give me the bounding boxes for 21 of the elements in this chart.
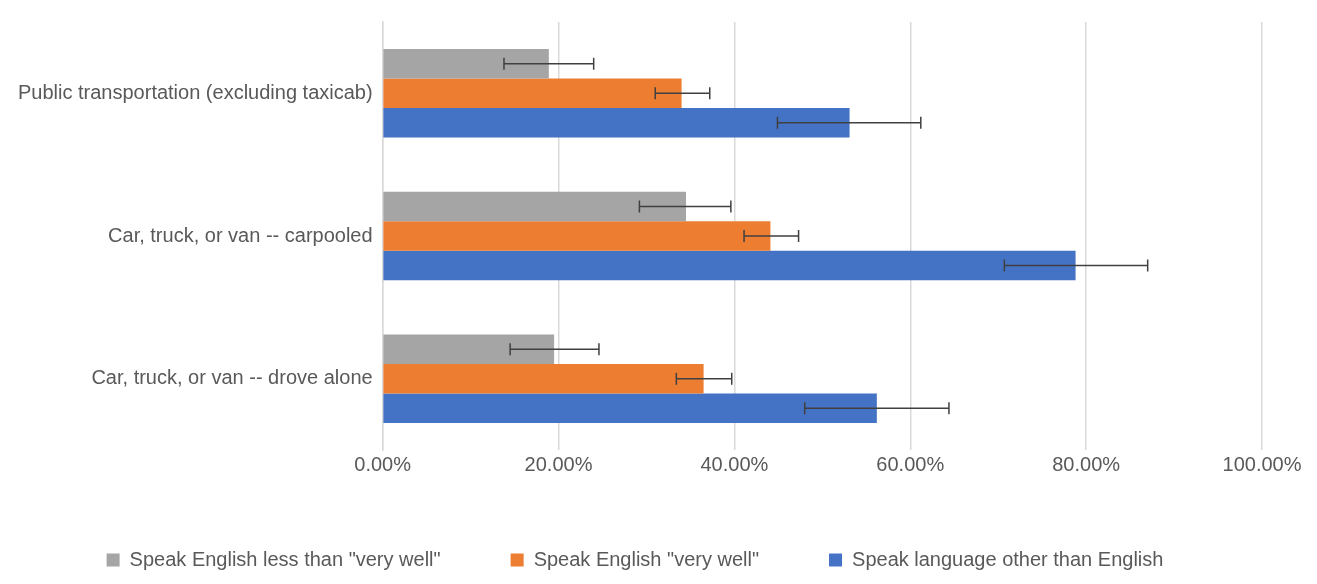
x-tick-label: 100.00%	[1222, 452, 1302, 475]
bar	[383, 78, 682, 109]
bar	[383, 393, 877, 423]
bar	[383, 334, 555, 364]
bar	[383, 108, 850, 138]
legend-label: Speak language other than English	[852, 547, 1164, 570]
bar	[383, 250, 1076, 281]
x-tick-label: 40.00%	[700, 452, 769, 475]
y-tick-label: Car, truck, or van -- drove alone	[91, 366, 373, 389]
y-tick-label: Public transportation (excluding taxicab)	[17, 80, 373, 103]
x-tick-label: 80.00%	[1052, 452, 1121, 475]
x-tick-label: 0.00%	[354, 452, 412, 475]
bar	[383, 363, 704, 394]
x-tick-label: 60.00%	[876, 452, 945, 475]
bar	[383, 221, 771, 251]
bar	[383, 191, 687, 222]
legend-label: Speak English less than "very well"	[129, 547, 441, 570]
x-tick-label: 20.00%	[524, 452, 593, 475]
legend-label: Speak English "very well"	[533, 547, 760, 570]
y-tick-label: Car, truck, or van -- carpooled	[108, 223, 373, 246]
bar	[383, 49, 549, 79]
